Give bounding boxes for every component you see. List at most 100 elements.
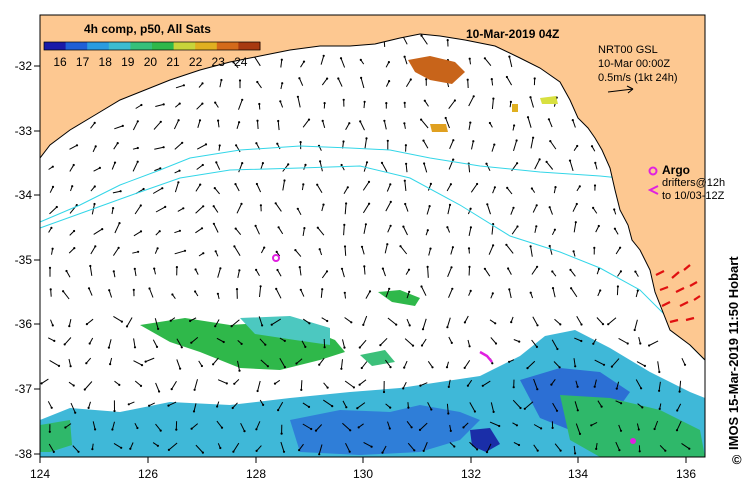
current-vector [190, 337, 199, 344]
current-vector-head [381, 451, 384, 454]
current-vector-head [94, 428, 97, 431]
current-vector-head [296, 207, 299, 210]
current-vector-head [233, 245, 236, 248]
current-vector [447, 204, 451, 215]
current-vector-head [225, 382, 228, 385]
current-vector-head [505, 243, 508, 246]
current-vector-head [469, 289, 472, 292]
current-vector-head [263, 246, 266, 249]
current-vector-head [592, 206, 595, 209]
current-vector-head [201, 163, 204, 167]
sst-patch-green-south [560, 395, 705, 457]
current-vector-head [452, 139, 455, 142]
current-vector-head [304, 163, 307, 166]
current-vector [86, 318, 94, 325]
current-vector [195, 184, 201, 192]
current-vector-head [463, 366, 466, 369]
current-vector [235, 183, 240, 192]
current-vector [191, 423, 199, 430]
current-vector-head [321, 119, 324, 122]
current-vector-head [322, 54, 325, 57]
current-vector [527, 360, 536, 369]
current-vector-head [326, 386, 329, 389]
current-vector [111, 162, 116, 170]
current-vector-head [517, 443, 521, 447]
x-tick-label: 124 [30, 467, 50, 481]
current-vector-head [212, 363, 215, 366]
current-vector [402, 226, 408, 236]
current-vector-head [626, 342, 629, 345]
current-vector-head [508, 360, 511, 363]
current-vector [406, 420, 413, 428]
current-vector [260, 359, 269, 367]
current-vector [195, 205, 204, 214]
current-vector [365, 291, 371, 299]
current-vector [69, 144, 78, 150]
current-vector [299, 267, 302, 276]
current-vector-head [508, 55, 511, 58]
current-vector-head [219, 446, 222, 450]
current-vector [300, 289, 305, 297]
current-vector-head [578, 185, 581, 188]
current-vector-head [167, 404, 170, 407]
current-vector [361, 361, 368, 369]
current-vector-head [277, 409, 280, 412]
current-vector-head [637, 428, 640, 431]
current-vector-head [619, 270, 623, 273]
current-vector-head [408, 290, 411, 293]
current-vector-head [492, 97, 495, 100]
current-vector [385, 288, 390, 298]
current-vector-head [178, 102, 181, 105]
current-vector [133, 360, 143, 366]
current-vector [400, 245, 408, 255]
drifter-track [479, 350, 493, 363]
current-vector [235, 145, 241, 153]
current-vector-head [428, 205, 431, 208]
current-vector [298, 443, 304, 451]
current-vector [212, 357, 219, 365]
current-vector [420, 382, 428, 387]
colorbar-segment [216, 42, 239, 50]
current-vector [154, 318, 159, 330]
current-vector-head [535, 225, 538, 228]
colorbar-tick-label: 17 [76, 55, 90, 69]
current-vector-head [280, 432, 283, 435]
current-vector-head [298, 77, 301, 80]
current-vector [681, 357, 686, 366]
current-vector-head [204, 143, 208, 146]
current-vector-head [264, 343, 267, 346]
current-vector-head [383, 119, 386, 122]
current-vector [359, 121, 365, 131]
current-vector-head [318, 453, 321, 456]
current-vector-head [287, 163, 290, 166]
current-vector-head [444, 116, 447, 120]
current-vector-head [449, 183, 452, 186]
current-vector [387, 317, 397, 325]
current-vector-head [178, 229, 181, 232]
current-vector-head [449, 429, 452, 432]
current-vector [93, 228, 103, 235]
current-vector-head [410, 426, 413, 429]
colorbar-tick-label: 18 [99, 55, 113, 69]
sst-yellow-small [540, 96, 558, 104]
current-vector-head [342, 140, 345, 143]
current-vector-head [360, 76, 363, 79]
current-vector-head [370, 445, 373, 448]
current-vector [282, 180, 285, 191]
current-vector [302, 119, 310, 128]
current-vector [469, 402, 476, 412]
drifter-segment [659, 285, 669, 292]
current-vector [423, 140, 429, 149]
current-vector-head [580, 323, 583, 326]
current-vector-head [189, 319, 192, 323]
current-vector-head [593, 385, 596, 388]
current-vector-head [658, 370, 661, 374]
current-vector-head [472, 95, 475, 98]
current-vector-head [466, 384, 469, 387]
current-vector-head [483, 57, 486, 60]
current-vector-head [318, 248, 321, 251]
current-vector-head [127, 403, 130, 406]
current-vector [217, 268, 221, 278]
current-vector-head [638, 450, 641, 453]
current-vector-head [283, 339, 286, 342]
